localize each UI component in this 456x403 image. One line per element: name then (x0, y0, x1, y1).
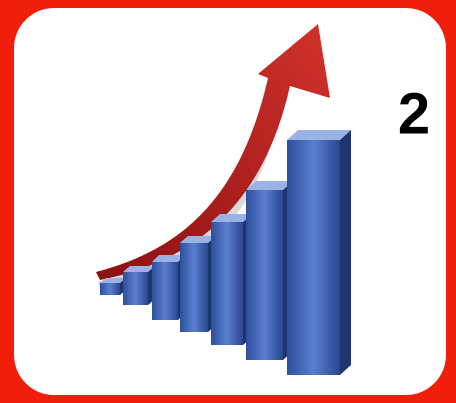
arrow (96, 24, 330, 280)
badge-number: 2 (398, 81, 430, 146)
bar (287, 130, 351, 375)
bars (100, 130, 351, 375)
bar (246, 181, 293, 360)
bar (180, 236, 216, 332)
bar (100, 278, 126, 295)
bar (211, 214, 252, 345)
bar (123, 266, 155, 305)
